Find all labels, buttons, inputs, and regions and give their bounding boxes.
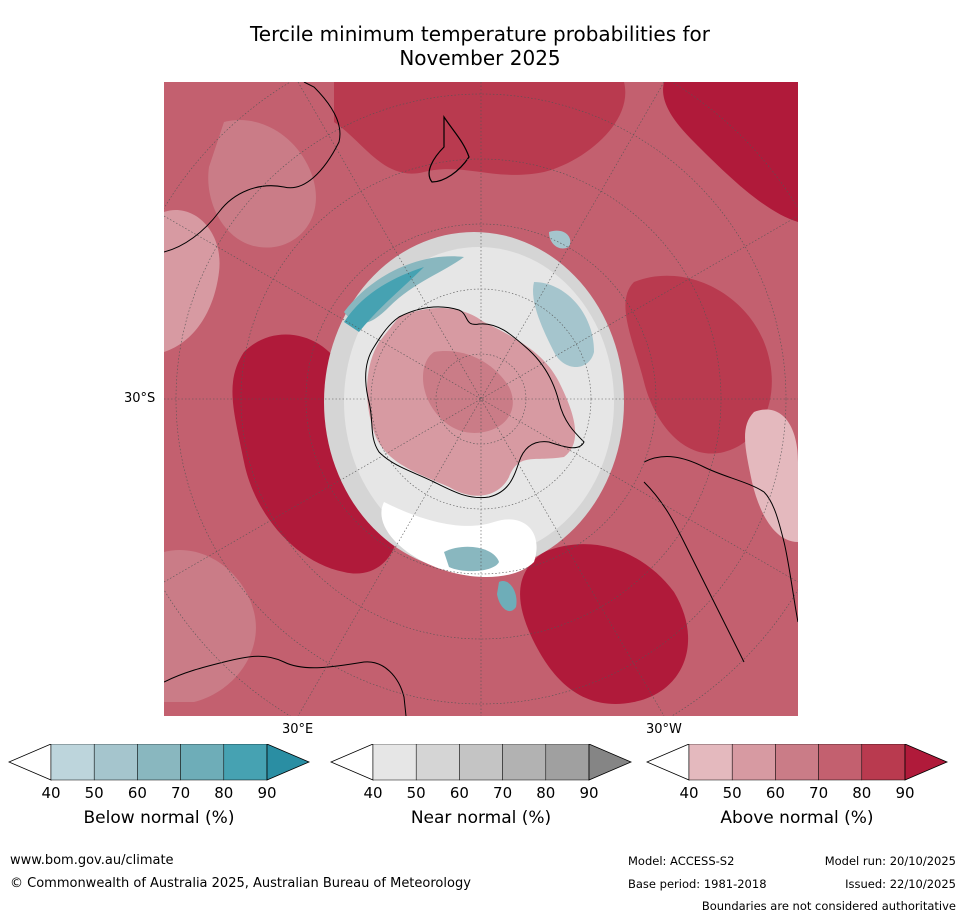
colorbar-cell (688, 744, 733, 781)
legend-above-normal: 40 50 60 70 80 90 Above normal (%) (646, 744, 948, 828)
colorbar-above-normal (646, 744, 948, 781)
south-america-coastline (643, 456, 798, 623)
latitude-label-30s: 30°S (124, 391, 156, 406)
probability-map-graphic (164, 82, 798, 716)
colorbar-tick-label: 90 (579, 784, 599, 802)
antarctica-coastline (365, 306, 585, 499)
colorbar-cell (93, 744, 138, 781)
colorbar-cell (180, 744, 225, 781)
longitude-label-30e: 30°E (282, 722, 314, 737)
longitude-label-30w: 30°W (646, 722, 682, 737)
above-light-northmid (208, 120, 316, 248)
above-light-west (164, 210, 220, 352)
colorbar-tick-label: 80 (214, 784, 234, 802)
map-title-line2: November 2025 (399, 46, 561, 70)
above-light-eastedge (745, 409, 798, 542)
colorbar-tick-label: 70 (171, 784, 191, 802)
above-patch-east (625, 275, 772, 454)
colorbar-cell (861, 744, 906, 781)
above-patch-southeast (520, 544, 689, 704)
footer-copyright: © Commonwealth of Australia 2025, Austra… (10, 876, 471, 891)
colorbar-tick-label: 50 (722, 784, 742, 802)
colorbar-min-extension (330, 744, 374, 781)
legend-title-below-normal: Below normal (%) (83, 808, 235, 828)
colorbar-cell (223, 744, 268, 781)
colorbar-ticks-near: 40 50 60 70 80 90 (330, 784, 632, 804)
colorbar-tick-label: 40 (363, 784, 383, 802)
colorbar-tick-label: 50 (406, 784, 426, 802)
below-normal-band-north-strong (344, 267, 424, 332)
colorbar-tick-label: 80 (852, 784, 872, 802)
colorbar-cell (731, 744, 776, 781)
colorbar-tick-label: 60 (765, 784, 785, 802)
colorbar-tick-label: 40 (41, 784, 61, 802)
colorbar-cell (50, 744, 95, 781)
colorbar-tick-label: 50 (84, 784, 104, 802)
below-normal-patch-south (444, 546, 499, 572)
graticule (164, 82, 798, 716)
map-title: Tercile minimum temperature probabilitie… (160, 22, 800, 70)
footer-base-period: Base period: 1981-2018 (628, 877, 767, 891)
colorbar-cell (372, 744, 417, 781)
africa-coastline (164, 655, 407, 716)
colorbar-tick-label: 70 (493, 784, 513, 802)
colorbar-ticks-below: 40 50 60 70 80 90 (8, 784, 310, 804)
colorbar-tick-label: 70 (809, 784, 829, 802)
colorbar-cell (137, 744, 181, 781)
colorbar-cell (415, 744, 460, 781)
below-normal-patch-northeast (549, 230, 571, 249)
colorbar-near-normal (330, 744, 632, 781)
colorbar-min-extension (646, 744, 690, 781)
colorbar-cell (545, 744, 590, 781)
antarctica-interior-darker (422, 351, 513, 433)
colorbar-tick-label: 60 (449, 784, 469, 802)
above-patch-northeast (663, 82, 798, 222)
legend-title-near-normal: Near normal (%) (410, 808, 552, 828)
above-band-north (334, 82, 626, 175)
colorbar-tick-label: 80 (536, 784, 556, 802)
legend-title-above-normal: Above normal (%) (720, 808, 874, 828)
new-zealand-coastline (428, 115, 470, 183)
colorbar-tick-label: 60 (127, 784, 147, 802)
below-normal-patch-east (533, 282, 594, 367)
colorbar-cell (818, 744, 863, 781)
legend-near-normal: 40 50 60 70 80 90 Near normal (%) (330, 744, 632, 828)
colorbar-tick-label: 90 (895, 784, 915, 802)
colorbar-cell (459, 744, 503, 781)
colorbar-tick-label: 90 (257, 784, 277, 802)
footer-model: Model: ACCESS-S2 (628, 854, 735, 868)
colorbar-cell (502, 744, 547, 781)
footer-disclaimer: Boundaries are not considered authoritat… (701, 899, 956, 913)
legend-below-normal: 40 50 60 70 80 90 Below normal (%) (8, 744, 310, 828)
colorbar-min-extension (8, 744, 52, 781)
colorbar-max-extension (904, 744, 948, 781)
footer-website: www.bom.gov.au/climate (10, 853, 174, 868)
colorbar-max-extension (266, 744, 310, 781)
map-title-line1: Tercile minimum temperature probabilitie… (249, 22, 711, 46)
footer-issued: Issued: 22/10/2025 (845, 877, 956, 891)
australia-coastline (164, 82, 341, 253)
colorbar-below-normal (8, 744, 310, 781)
footer-model-run: Model run: 20/10/2025 (824, 854, 956, 868)
colorbar-max-extension (588, 744, 632, 781)
above-patch-west (232, 334, 399, 574)
below-normal-patch-southeast (497, 581, 517, 612)
polar-map (164, 82, 798, 716)
colorbar-cell (775, 744, 819, 781)
near-normal-white-patch (381, 502, 537, 577)
above-light-south (164, 550, 256, 702)
south-america-coastline-2 (643, 481, 745, 663)
colorbar-tick-label: 40 (679, 784, 699, 802)
colorbar-ticks-above: 40 50 60 70 80 90 (646, 784, 948, 804)
